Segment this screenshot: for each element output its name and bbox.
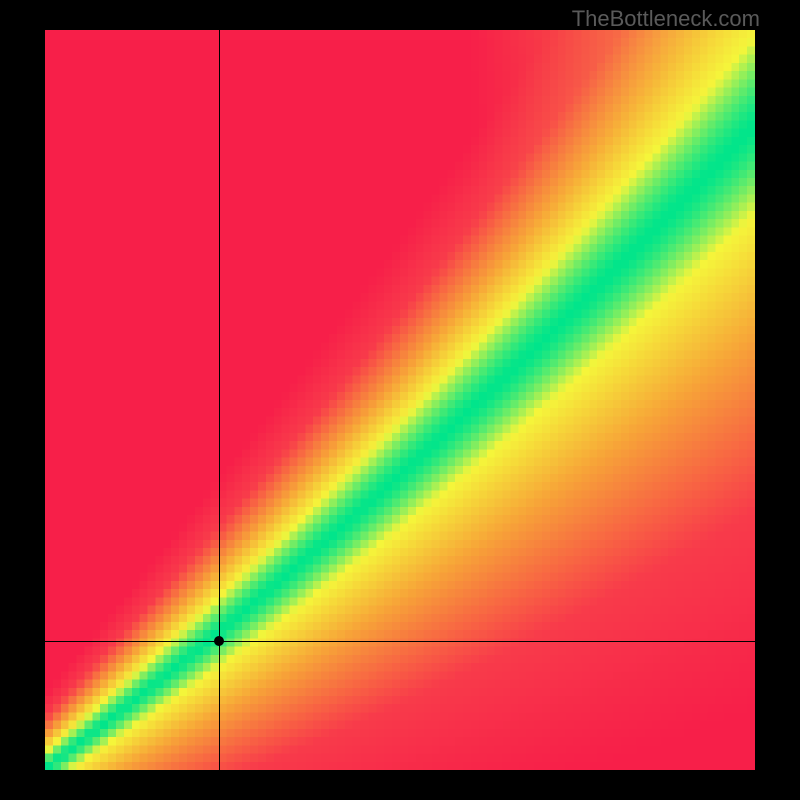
heatmap-plot	[45, 30, 755, 770]
heatmap-canvas	[45, 30, 755, 770]
watermark-text: TheBottleneck.com	[572, 6, 760, 32]
